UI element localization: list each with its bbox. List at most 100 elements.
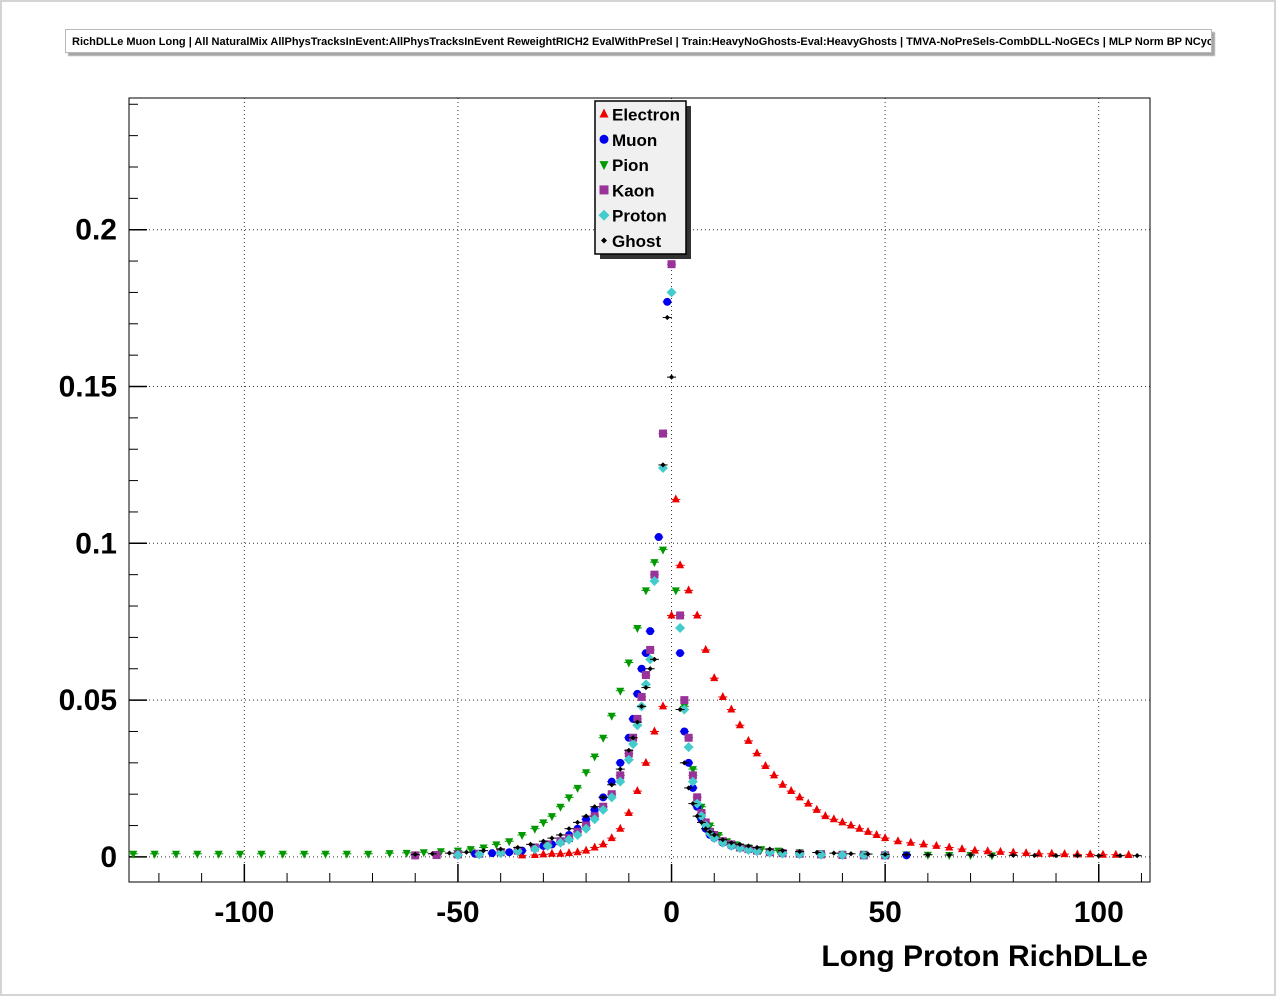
data-point-electron <box>983 846 992 855</box>
data-point-ghost <box>498 846 504 852</box>
data-point-ghost <box>557 832 564 838</box>
data-point-electron <box>778 779 787 788</box>
data-point-ghost <box>463 849 470 855</box>
data-point-kaon <box>676 611 685 620</box>
data-point-ghost <box>1096 853 1102 859</box>
data-point-proton <box>452 850 463 861</box>
data-point-pion <box>590 753 599 762</box>
data-point-pion <box>385 850 394 859</box>
data-point-ghost <box>1074 853 1080 859</box>
legend-entry-muon: Muon <box>599 131 657 150</box>
data-point-electron <box>864 826 873 835</box>
data-point-proton <box>581 823 592 834</box>
data-point-electron <box>735 720 744 729</box>
data-point-pion <box>671 587 680 596</box>
data-point-ghost <box>797 848 803 855</box>
data-point-pion <box>530 825 539 834</box>
data-point-kaon <box>646 645 655 654</box>
data-point-muon <box>505 848 514 857</box>
data-point-electron <box>565 848 574 857</box>
data-point-proton <box>474 849 485 860</box>
data-point-ghost <box>527 841 534 847</box>
y-tick-label: 0.05 <box>59 684 117 717</box>
legend-entry-ghost: Ghost <box>601 232 661 251</box>
data-point-pion <box>688 766 697 775</box>
data-point-proton <box>709 833 720 844</box>
data-point-proton <box>589 814 600 825</box>
data-point-ghost <box>848 851 854 857</box>
data-point-pion <box>539 819 548 828</box>
data-point-proton <box>675 622 686 633</box>
x-tick-label: -100 <box>214 896 274 929</box>
data-point-electron <box>881 833 890 842</box>
data-point-pion <box>599 734 608 743</box>
data-point-electron <box>945 842 954 851</box>
data-point-electron <box>906 837 915 846</box>
data-point-electron <box>919 839 928 848</box>
data-point-proton <box>495 848 506 859</box>
data-point-ghost <box>677 706 683 713</box>
data-point-ghost <box>737 841 743 847</box>
data-point-ghost <box>967 852 974 858</box>
data-point-electron <box>671 494 680 503</box>
data-point-ghost <box>643 684 649 691</box>
series-kaon <box>410 260 890 860</box>
data-point-proton <box>572 829 583 840</box>
data-point-kaon <box>637 692 646 701</box>
data-point-proton <box>555 837 566 848</box>
data-point-pion <box>641 587 650 596</box>
data-point-pion <box>419 849 428 858</box>
data-point-pion <box>300 850 309 859</box>
data-point-pion <box>492 841 501 850</box>
data-point-electron <box>761 760 770 769</box>
data-point-ghost <box>1117 853 1123 859</box>
data-point-ghost <box>647 666 653 672</box>
data-point-electron <box>970 845 979 854</box>
data-point-pion <box>658 546 667 555</box>
y-tick-label: 0 <box>100 841 117 874</box>
data-point-ghost <box>549 835 555 841</box>
data-point-electron <box>787 786 796 795</box>
data-point-electron <box>932 840 941 849</box>
data-point-kaon <box>650 570 659 579</box>
data-point-ghost <box>626 747 632 753</box>
data-point-ghost <box>617 766 623 772</box>
data-point-kaon <box>641 671 650 680</box>
data-point-electron <box>590 842 599 851</box>
data-point-ghost <box>1134 853 1140 859</box>
data-point-proton <box>564 834 575 845</box>
data-point-ghost <box>540 838 546 844</box>
data-point-kaon <box>624 749 633 758</box>
data-point-ghost <box>711 832 717 838</box>
data-point-electron <box>996 846 1005 855</box>
data-point-ghost <box>1010 852 1016 858</box>
series-electron <box>517 494 1134 859</box>
data-point-ghost <box>1032 852 1038 858</box>
data-point-proton <box>628 739 639 750</box>
data-point-ghost <box>767 846 773 852</box>
data-point-kaon <box>432 851 441 860</box>
data-point-electron <box>1047 848 1056 857</box>
data-point-muon <box>582 815 591 824</box>
series-pion <box>128 546 997 861</box>
data-point-muon <box>590 805 599 814</box>
legend-entry-electron: Electron <box>599 106 680 125</box>
data-point-proton <box>640 679 651 690</box>
data-point-ghost <box>480 848 487 854</box>
data-point-muon <box>637 664 646 673</box>
data-point-ghost <box>600 794 606 800</box>
data-point-kaon <box>633 714 642 723</box>
data-point-pion <box>150 850 159 859</box>
data-point-electron <box>718 691 727 700</box>
data-point-pion <box>633 624 642 633</box>
data-point-ghost <box>446 850 452 856</box>
data-point-proton <box>615 776 626 787</box>
data-point-electron <box>701 644 710 653</box>
data-point-proton <box>606 792 617 803</box>
series-ghost <box>410 314 1142 859</box>
data-point-electron <box>582 845 591 854</box>
data-point-ghost <box>574 819 581 826</box>
legend-box <box>594 100 687 255</box>
data-point-pion <box>624 659 633 668</box>
